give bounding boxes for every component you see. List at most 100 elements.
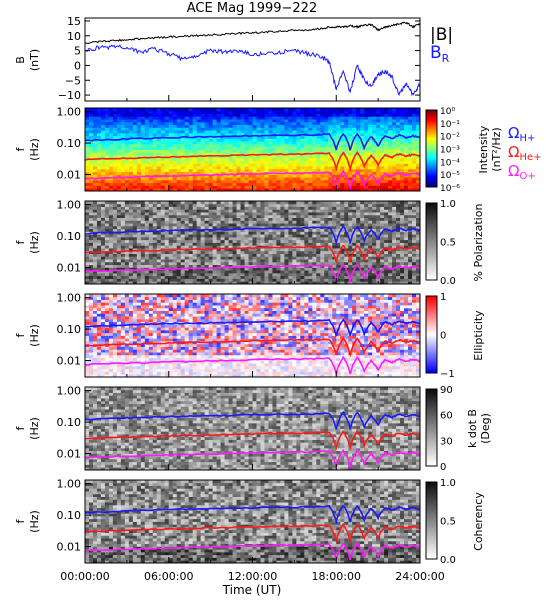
intensity-cell (156, 152, 162, 156)
intensity-cell (328, 177, 333, 181)
intensity-cell (244, 121, 249, 125)
polarization-cell (96, 242, 102, 246)
polarization-cell (316, 250, 321, 254)
intensity-cell (132, 132, 138, 137)
polarization-cell (248, 212, 253, 216)
polarization-cell (392, 264, 397, 268)
intensity-cell (328, 108, 333, 112)
intensity-cell (204, 110, 210, 114)
intensity-cell (88, 163, 94, 167)
intensity-cell (236, 121, 241, 125)
polarization-cell (320, 248, 325, 252)
polarization-cell (200, 239, 206, 243)
polarization-cell (328, 212, 333, 216)
polarization-cell (92, 272, 98, 277)
polarization-cell (288, 278, 293, 282)
intensity-cell (148, 113, 154, 117)
intensity-cell (248, 185, 253, 189)
polarization-cell (320, 231, 325, 235)
intensity-cell (332, 132, 337, 137)
intensity-cell (192, 113, 198, 117)
polarization-cell (220, 203, 225, 207)
polarization-cell (364, 236, 369, 241)
polarization-cell (368, 242, 373, 246)
polarization-cell (264, 228, 269, 232)
intensity-cell (85, 160, 90, 164)
intensity-cell (164, 157, 170, 161)
intensity-cell (140, 179, 146, 184)
intensity-cell (292, 116, 297, 120)
polarization-cell (364, 245, 369, 249)
polarization-cell (244, 228, 249, 232)
intensity-cell (264, 116, 269, 120)
intensity-cell (264, 182, 269, 186)
intensity-cell (220, 182, 225, 186)
polarization-cell (144, 248, 150, 252)
polarization-cell (220, 270, 225, 274)
intensity-cell (284, 179, 289, 184)
polarization-cell (364, 223, 369, 227)
intensity-cell (288, 163, 293, 167)
polarization-cell (196, 234, 202, 238)
intensity-cell (348, 152, 353, 156)
polarization-cell (176, 231, 182, 235)
polarization-cell (208, 231, 214, 235)
polarization-cell (252, 239, 257, 243)
polarization-cell (85, 220, 90, 224)
polarization-cell (364, 209, 369, 213)
intensity-cell (184, 141, 190, 145)
polarization-cell (164, 259, 170, 263)
polarization-cell (172, 231, 178, 235)
intensity-cell (168, 124, 174, 128)
intensity-cell (172, 138, 178, 142)
polarization-cell (168, 250, 174, 254)
polarization-cell (180, 206, 186, 210)
intensity-cell (308, 141, 313, 145)
polarization-cell (132, 223, 138, 227)
intensity-cell (100, 185, 106, 189)
intensity-cell (276, 119, 281, 123)
intensity-cell (160, 138, 166, 142)
intensity-cell (264, 119, 269, 123)
intensity-cell (116, 119, 122, 123)
polarization-cell (140, 201, 146, 205)
intensity-cell (312, 141, 317, 145)
polarization-cell (296, 206, 301, 210)
intensity-cell (188, 108, 194, 112)
intensity-cell (200, 160, 206, 164)
intensity-cell (328, 188, 333, 192)
intensity-cell (344, 146, 349, 150)
polarization-cell (176, 242, 182, 246)
intensity-cell (324, 179, 329, 184)
intensity-cell (232, 132, 237, 137)
intensity-cell (196, 166, 202, 170)
polarization-cell (304, 206, 309, 210)
intensity-cell (120, 160, 126, 164)
polarization-cell (248, 261, 253, 266)
colorbar-cell (426, 179, 437, 182)
intensity-cell (304, 113, 309, 117)
polarization-cell (200, 270, 206, 274)
polarization-cell (152, 270, 158, 274)
polarization-cell (108, 259, 114, 263)
intensity-cell (300, 166, 305, 170)
intensity-cell (100, 116, 106, 120)
intensity-cell (256, 119, 261, 123)
polarization-cell (252, 259, 257, 263)
intensity-cell (288, 166, 293, 170)
intensity-cell (164, 113, 170, 117)
polarization-cell (228, 220, 233, 224)
intensity-cell (232, 188, 237, 192)
polarization-cell (292, 212, 297, 216)
intensity-cell (416, 116, 421, 120)
polarization-cell (192, 253, 198, 257)
intensity-cell (100, 121, 106, 125)
intensity-cell (356, 182, 361, 186)
intensity-cell (96, 108, 102, 112)
intensity-cell (284, 160, 289, 164)
intensity-cell (140, 168, 146, 173)
intensity-cell (356, 138, 361, 142)
polarization-cell (360, 278, 365, 282)
intensity-cell (236, 168, 241, 173)
intensity-cell (396, 121, 401, 125)
